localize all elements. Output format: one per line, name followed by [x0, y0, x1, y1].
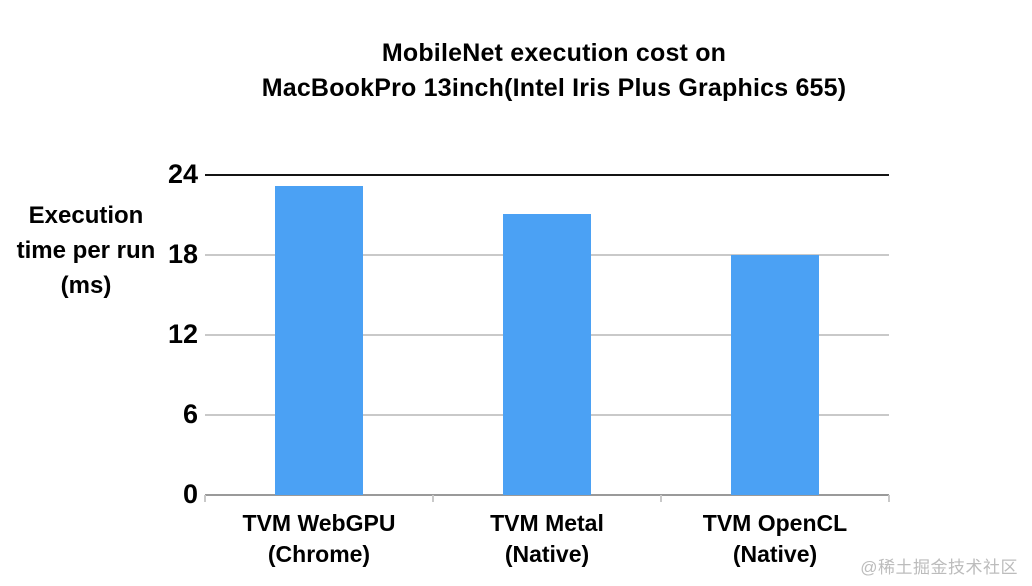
x-category-label-0-line0: TVM WebGPU — [242, 510, 396, 536]
y-axis-label-line1: Execution — [28, 202, 144, 229]
y-tick-label-6: 6 — [182, 398, 198, 429]
y-tick-label-12: 12 — [167, 318, 198, 349]
y-axis-tick-labels: 0 6 12 18 24 — [118, 159, 198, 509]
bar-slot-0 — [205, 175, 433, 495]
y-axis-label-line2: time per run — [16, 237, 156, 264]
x-axis-category-labels: TVM WebGPU (Chrome) TVM Metal (Native) TVM O… — [205, 508, 889, 570]
chart-title-line2: MacBookPro 13inch(Intel Iris Plus Graphi… — [261, 74, 847, 102]
gridline-24 — [205, 174, 889, 176]
plot-area — [204, 174, 890, 502]
x-category-label-0: TVM WebGPU (Chrome) — [205, 508, 433, 570]
y-tick-label-24: 24 — [167, 158, 198, 189]
bar-2 — [731, 255, 819, 495]
watermark: @稀土掘金技术社区 — [860, 558, 1018, 577]
bar-slot-1 — [433, 175, 661, 495]
x-category-label-1-line0: TVM Metal — [490, 510, 604, 536]
bar-1 — [503, 213, 591, 495]
y-axis-label-line3: (ms) — [60, 272, 112, 299]
x-category-label-2-line1: (Native) — [732, 541, 818, 567]
x-category-label-2: TVM OpenCL (Native) — [661, 508, 889, 570]
chart-title-line1: MobileNet execution cost on — [381, 39, 727, 67]
x-category-label-0-line1: (Chrome) — [267, 541, 371, 567]
x-category-label-1-line1: (Native) — [504, 541, 590, 567]
bar-series — [205, 175, 889, 495]
x-category-label-1: TVM Metal (Native) — [433, 508, 661, 570]
baseline-tick-0 — [204, 495, 206, 502]
chart-title: MobileNet execution cost on MacBookPro 1… — [76, 36, 1032, 106]
y-tick-label-0: 0 — [182, 478, 198, 509]
baseline-tick-3 — [888, 495, 890, 502]
x-category-label-2-line0: TVM OpenCL — [702, 510, 848, 536]
bar-slot-2 — [661, 175, 889, 495]
baseline-tick-1 — [432, 495, 434, 502]
bar-0 — [275, 185, 363, 495]
gridline-0 — [205, 494, 889, 496]
y-tick-label-18: 18 — [167, 238, 198, 269]
y-axis-label: Execution time per run (ms) — [0, 198, 172, 303]
baseline-tick-2 — [660, 495, 662, 502]
